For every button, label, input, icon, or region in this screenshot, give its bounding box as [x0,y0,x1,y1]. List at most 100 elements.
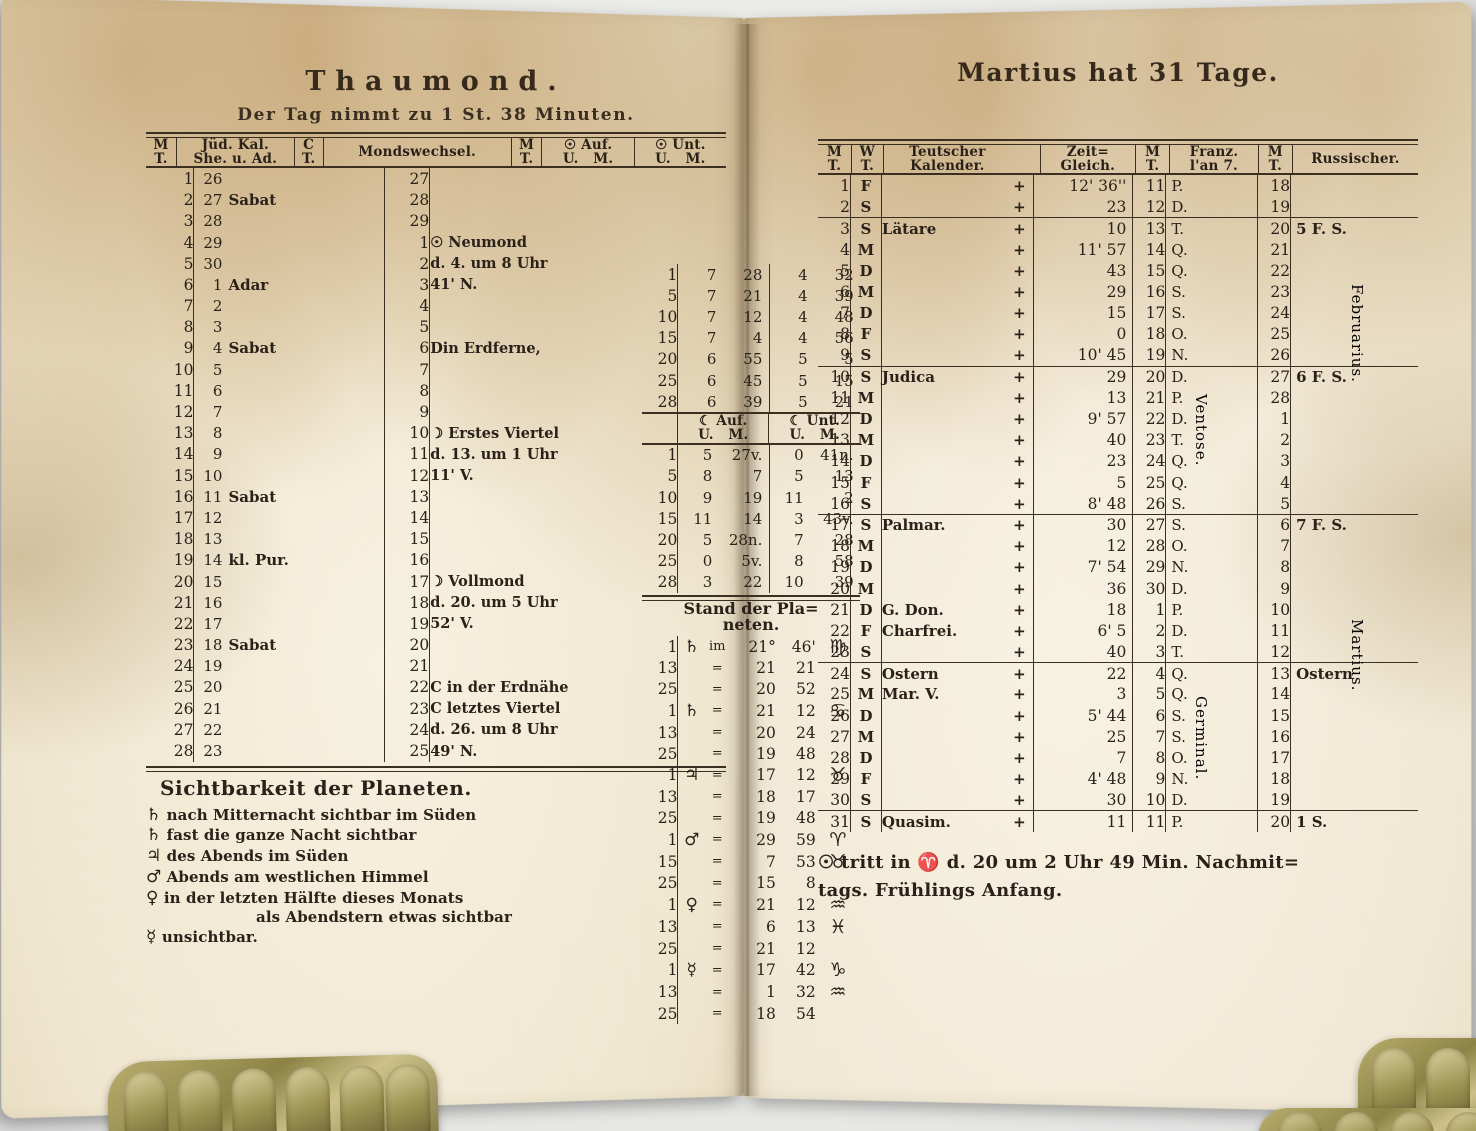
weekday-cell: D [850,450,882,472]
visibility-line: ♄ fast die ganze Nacht sichtbar [146,825,417,846]
planet-degree-cell: 15 [756,874,776,893]
jewish-date-cell: 10 [193,464,385,487]
planet-row: 25 = 21 12 [642,937,860,960]
planet-glyph-icon: ♄ [146,825,162,846]
equation-of-time-cell: 43 [1033,260,1133,282]
church-day-cell: 12 [383,464,430,487]
weekday-cell: F [850,323,882,345]
planet-row: 13 = 20 24 [642,721,860,744]
weekday-cell: M [850,238,882,261]
moon-phase-cell [429,189,726,211]
table-row: 19 14 kl. Pur. 16 [146,549,726,571]
table-row: 5 D +43 15 Q. 22 [818,260,1418,282]
table-row: 11 6 8 [146,380,726,402]
french-day-cell: 17 [1132,302,1166,324]
russian-feast-cell: 5 F. S. [1290,217,1418,239]
day-of-month-cell: 28 [173,742,194,760]
russian-day-cell: 18 [1257,175,1291,197]
russian-day-cell: 1 [1257,408,1291,430]
french-decade-cell: Q. [1165,471,1258,494]
day-of-month-cell: 4 [183,233,194,252]
equation-sign-cell: + [1013,600,1026,619]
weekday-cell: D [850,302,882,324]
german-feast-cell: Mar. V. [880,683,1006,706]
sun-rise-cell: 7 12 [677,306,770,328]
equation-of-time-cell: 5 [1033,471,1133,494]
moon-phase-cell: ☉ Neumond [429,231,726,254]
german-feast-cell [880,408,1006,430]
french-day-cell: 14 [1132,238,1166,261]
moon-phase-cell [429,549,726,571]
equation-of-time-cell: 9' 57 [1033,408,1133,430]
table-row: 26 D +5' 44 6 S. 15 [818,705,1418,727]
visibility-title: Sichtbarkeit der Planeten. [160,775,472,800]
table-row: 5 30 2 d. 4. um 8 Uhr [146,253,726,275]
german-feast-cell [880,789,1006,811]
planet-symbol-cell: ☿ [677,959,706,982]
planet-glyph-icon: ♄ [146,804,162,825]
moon-header-row: ☾ Auf. U. M. ☾ Unt. U. M. [642,413,860,444]
church-day-cell: 9 [383,401,430,423]
french-day-cell: 8 [1132,747,1166,769]
equation-of-time-cell: 7' 54 [1033,556,1133,578]
sun-rise-cell: 6 55 [677,348,770,370]
planet-positions-table: 1 ♄ im 21° 46' ♍ 13 = 21 21 25 = 20 52 1 ♄ = 21 12 ♋ 13 = 20 24… [642,635,860,1025]
french-decade-cell: D. [1165,620,1258,642]
equation-sign-cell: + [1013,431,1026,450]
header-r-month-day: M T. [826,144,843,175]
russian-day-cell: 14 [1257,683,1291,706]
russian-day-cell: 24 [1257,302,1291,324]
german-feast-cell [880,175,1006,197]
r-day-cell: 25 [830,685,850,704]
table-row: 14 D +23 24 Q. 3 [818,450,1418,472]
weekday-cell: S [850,493,882,515]
moon-set-cell: 7 28 [768,529,860,551]
sun-rise-cell: 7 28 [677,264,770,286]
equation-sign-cell: + [1013,770,1026,789]
french-day-cell: 27 [1132,514,1166,536]
jewish-date-cell: 3 [193,316,385,338]
jewish-date-cell: 8 [193,422,385,444]
moon-phase-cell: 52' V. [429,613,726,635]
weekday-cell: S [850,662,882,684]
day-of-month-cell: 1 [183,169,194,188]
russian-feast-cell: 6 F. S. [1290,366,1418,388]
weekday-cell: S [850,514,882,536]
french-decade-cell: S. [1165,726,1258,748]
weekday-cell: M [850,387,882,409]
french-day-cell: 11 [1132,175,1166,197]
russian-day-cell: 8 [1257,556,1291,578]
table-row: 25 20 22 C in der Erdnähe [146,676,726,699]
table-row: 8 F +0 18 O. 25 [818,323,1418,345]
planet-degree-cell: 19 [756,744,776,763]
sun-table-row: 1 7 28 4 32 [642,264,860,286]
planet-eq-cell: = [711,919,723,935]
russian-feast-cell [1290,344,1418,367]
planet-symbol-cell: ♃ [677,764,706,787]
r-day-cell: 26 [830,706,850,725]
moon-phase-cell [429,655,726,677]
russian-day-cell: 22 [1257,260,1291,282]
russian-feast-cell [1290,683,1418,706]
russian-day-cell: 26 [1257,344,1291,367]
planet-row: 13 = 1 32 ♒ [642,981,860,1004]
zodiac-symbol-cell: ♑ [829,959,847,982]
church-day-cell: 23 [383,698,430,720]
equation-sign-cell: + [1013,727,1026,746]
french-day-cell: 15 [1132,260,1166,282]
german-feast-cell [880,344,1006,367]
table-row: 18 13 15 [146,528,726,550]
planet-degree-cell: 21 [756,659,776,678]
header-jewish-calendar: Jüd. Kal. She. u. Ad. [175,138,295,168]
french-decade-cell: P. [1165,810,1258,833]
jewish-date-cell: 11 Sabat [193,486,385,508]
planet-day-cell: 1 [667,830,678,849]
right-page-title: Martius hat 31 Tage. [957,58,1279,87]
jewish-date-cell: 18 Sabat [193,634,385,656]
church-day-cell: 15 [383,528,430,550]
german-feast-cell [880,238,1006,261]
sun-day-cell: 20 [657,350,678,369]
moon-rise-cell: 5 27v. [677,444,770,466]
sun-set-cell: 5 15 [768,369,860,392]
